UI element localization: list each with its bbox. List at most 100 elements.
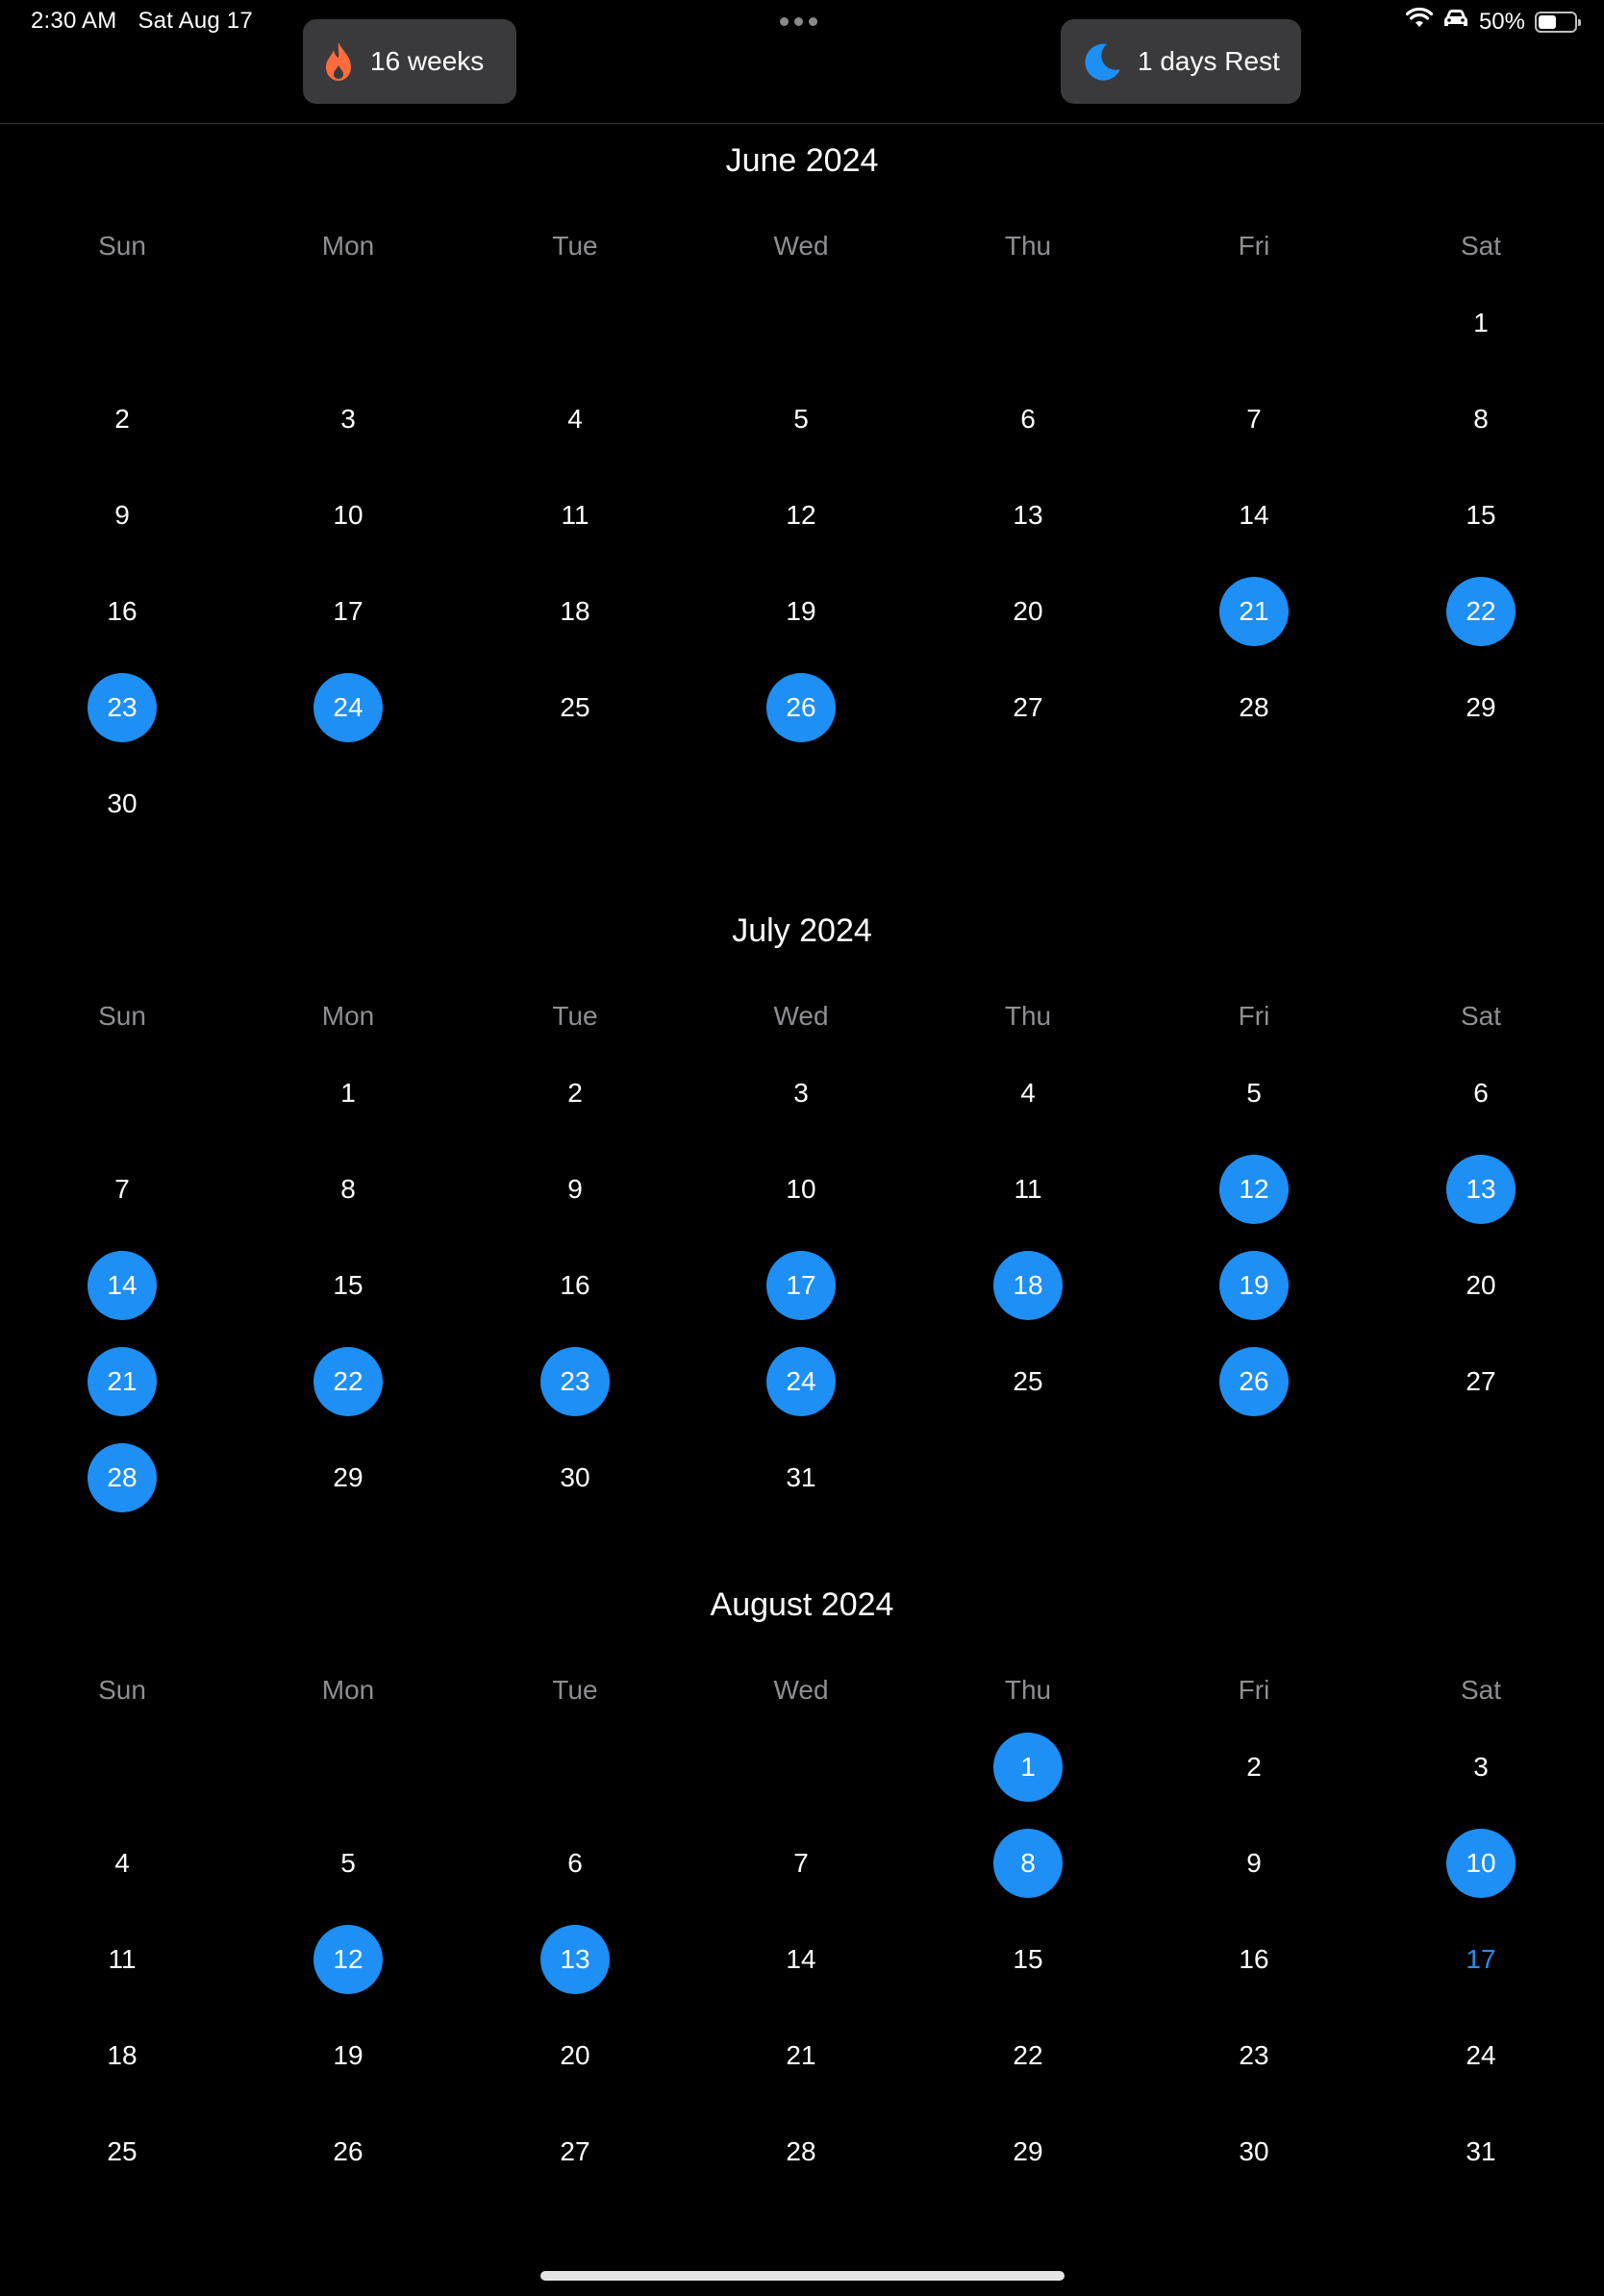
- day-cell-workout[interactable]: 12: [1219, 1155, 1289, 1224]
- day-cell[interactable]: 2: [114, 404, 130, 434]
- streak-pill[interactable]: 16 weeks: [303, 19, 516, 104]
- day-cell[interactable]: 22: [1013, 2040, 1043, 2070]
- day-cell-workout[interactable]: 21: [88, 1347, 157, 1416]
- day-cell-workout[interactable]: 12: [313, 1925, 383, 1994]
- day-cell[interactable]: 9: [1246, 1848, 1262, 1878]
- day-cell[interactable]: 20: [1466, 1270, 1496, 1300]
- day-cell[interactable]: 28: [1239, 692, 1269, 722]
- day-cell[interactable]: 25: [1013, 1366, 1043, 1396]
- weekday-label: Sat: [1460, 1675, 1502, 1705]
- day-cell[interactable]: 14: [786, 1944, 816, 1974]
- day-cell[interactable]: 11: [108, 1944, 137, 1974]
- day-cell-workout[interactable]: 23: [540, 1347, 610, 1416]
- day-cell[interactable]: 6: [567, 1848, 583, 1878]
- day-cell[interactable]: 10: [786, 1174, 816, 1204]
- day-cell[interactable]: 16: [560, 1270, 590, 1300]
- rest-pill[interactable]: 1 days Rest: [1061, 19, 1301, 104]
- day-cell[interactable]: 9: [114, 500, 130, 530]
- day-cell[interactable]: 30: [1239, 2136, 1269, 2166]
- day-cell-workout[interactable]: 26: [1219, 1347, 1289, 1416]
- day-cell-workout[interactable]: 10: [1446, 1829, 1516, 1898]
- day-cell[interactable]: 7: [1246, 404, 1262, 434]
- day-cell[interactable]: 4: [567, 404, 583, 434]
- day-cell[interactable]: 1: [340, 1078, 356, 1108]
- day-cell[interactable]: 13: [1013, 500, 1043, 530]
- day-cell-workout[interactable]: 8: [993, 1829, 1063, 1898]
- day-cell[interactable]: 27: [560, 2136, 590, 2166]
- day-cell[interactable]: 3: [793, 1078, 809, 1108]
- day-cell-workout[interactable]: 14: [88, 1251, 157, 1320]
- day-cell[interactable]: 19: [333, 2040, 363, 2070]
- day-cell[interactable]: 2: [567, 1078, 583, 1108]
- day-cell[interactable]: 30: [107, 788, 138, 818]
- day-cell[interactable]: 21: [786, 2040, 816, 2070]
- day-cell-workout[interactable]: 17: [766, 1251, 836, 1320]
- day-cell[interactable]: 29: [1466, 692, 1496, 722]
- day-cell[interactable]: 6: [1473, 1078, 1489, 1108]
- day-cell[interactable]: 4: [114, 1848, 130, 1878]
- day-cell[interactable]: 7: [793, 1848, 809, 1878]
- day-cell-workout[interactable]: 1: [993, 1733, 1063, 1802]
- day-cell[interactable]: 20: [1013, 596, 1043, 626]
- day-cell[interactable]: 20: [560, 2040, 590, 2070]
- day-cell[interactable]: 8: [340, 1174, 356, 1204]
- day-cell-workout[interactable]: 24: [766, 1347, 836, 1416]
- day-cell[interactable]: 1: [1473, 308, 1489, 337]
- day-cell[interactable]: 19: [786, 596, 816, 626]
- day-cell[interactable]: 6: [1020, 404, 1036, 434]
- day-cell[interactable]: 25: [560, 692, 590, 722]
- day-cell[interactable]: 3: [1473, 1752, 1489, 1782]
- day-cell[interactable]: 31: [1466, 2136, 1496, 2166]
- day-cell-workout[interactable]: 22: [313, 1347, 383, 1416]
- multitasking-dots-icon[interactable]: [780, 17, 817, 26]
- day-cell[interactable]: 9: [567, 1174, 583, 1204]
- day-cell-workout[interactable]: 13: [1446, 1155, 1516, 1224]
- day-cell-workout[interactable]: 22: [1446, 577, 1516, 646]
- day-cell-workout[interactable]: 24: [313, 673, 383, 742]
- day-cell[interactable]: 29: [1013, 2136, 1043, 2166]
- day-cell[interactable]: 26: [333, 2136, 363, 2166]
- day-cell[interactable]: 15: [1013, 1944, 1043, 1974]
- day-cell-today[interactable]: 17: [1466, 1944, 1496, 1974]
- weekday-label: Thu: [1004, 231, 1052, 261]
- day-cell[interactable]: 18: [560, 596, 590, 626]
- day-cell-workout[interactable]: 26: [766, 673, 836, 742]
- day-cell-workout[interactable]: 13: [540, 1925, 610, 1994]
- day-cell[interactable]: 18: [107, 2040, 138, 2070]
- day-cell[interactable]: 7: [114, 1174, 130, 1204]
- day-cell-workout[interactable]: 23: [88, 673, 157, 742]
- day-cell[interactable]: 4: [1020, 1078, 1036, 1108]
- weekday-label: Thu: [1004, 1675, 1052, 1705]
- day-cell[interactable]: 15: [333, 1270, 363, 1300]
- day-cell[interactable]: 31: [786, 1462, 816, 1492]
- day-cell[interactable]: 14: [1239, 500, 1269, 530]
- day-cell[interactable]: 17: [333, 596, 363, 626]
- day-cell[interactable]: 11: [1014, 1174, 1042, 1204]
- day-cell[interactable]: 11: [561, 500, 589, 530]
- day-cell[interactable]: 8: [1473, 404, 1489, 434]
- day-cell[interactable]: 27: [1013, 692, 1043, 722]
- day-cell[interactable]: 16: [1239, 1944, 1269, 1974]
- day-cell[interactable]: 5: [1246, 1078, 1262, 1108]
- day-cell[interactable]: 24: [1466, 2040, 1496, 2070]
- home-indicator[interactable]: [540, 2271, 1065, 2281]
- day-cell[interactable]: 23: [1239, 2040, 1269, 2070]
- day-cell[interactable]: 27: [1466, 1366, 1496, 1396]
- day-cell-workout[interactable]: 19: [1219, 1251, 1289, 1320]
- day-cell-workout[interactable]: 28: [88, 1443, 157, 1512]
- day-cell[interactable]: 12: [786, 500, 816, 530]
- day-cell-workout[interactable]: 18: [993, 1251, 1063, 1320]
- moon-icon: [1080, 40, 1122, 83]
- day-cell[interactable]: 30: [560, 1462, 590, 1492]
- day-cell[interactable]: 5: [340, 1848, 356, 1878]
- day-cell[interactable]: 16: [107, 596, 138, 626]
- day-cell[interactable]: 10: [333, 500, 363, 530]
- day-cell[interactable]: 25: [107, 2136, 138, 2166]
- day-cell-workout[interactable]: 21: [1219, 577, 1289, 646]
- day-cell[interactable]: 28: [786, 2136, 816, 2166]
- day-cell[interactable]: 5: [793, 404, 809, 434]
- day-cell[interactable]: 3: [340, 404, 356, 434]
- day-cell[interactable]: 29: [333, 1462, 363, 1492]
- day-cell[interactable]: 15: [1466, 500, 1496, 530]
- day-cell[interactable]: 2: [1246, 1752, 1262, 1782]
